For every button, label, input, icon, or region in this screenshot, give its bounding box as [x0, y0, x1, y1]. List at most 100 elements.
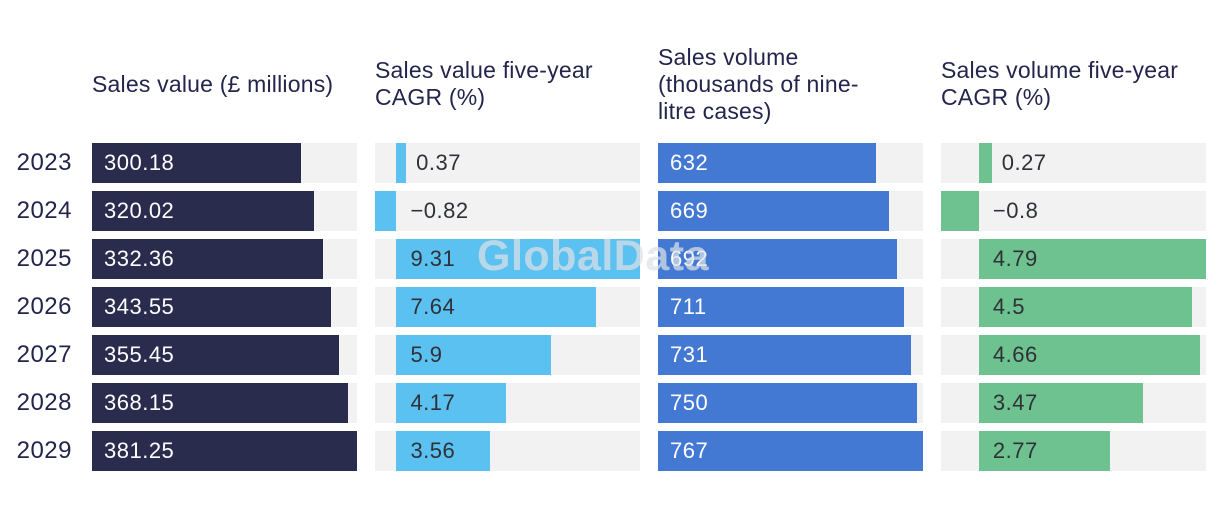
sales-value-cagr-bar: [396, 431, 490, 471]
sales-value-cagr-value-label: 0.37: [416, 150, 461, 175]
sales-volume-cagr-value-label: 4.66: [992, 342, 1038, 367]
sales-value-cagr-bar: [375, 191, 397, 231]
chart-row: 2023 300.18 0.37 632 0.27: [0, 143, 1220, 183]
sales-value-cagr-cell: −0.82: [375, 191, 640, 231]
sales-volume-cagr-value-label: 2.77: [992, 438, 1038, 463]
header-sales-volume: Sales volume (thousands of nine- litre c…: [658, 43, 859, 124]
sales-value-value-label: 381.25: [104, 438, 175, 463]
sales-volume-cagr-cell: 3.47: [941, 383, 1206, 423]
sales-volume-cagr-bar: [978, 431, 1111, 471]
year-label: 2029: [16, 437, 72, 464]
sales-volume-cagr-value-label: 3.47: [992, 390, 1038, 415]
sales-volume-cagr-cell: 0.27: [941, 143, 1206, 183]
sales-value-cagr-value-label: −0.82: [410, 198, 469, 223]
sales-volume-value-label: 750: [670, 390, 709, 415]
sales-volume-value-label: 669: [670, 198, 709, 223]
sales-volume-cagr-value-label: 4.5: [992, 294, 1026, 319]
chart-row: 2027 355.45 5.9 731 4.66: [0, 335, 1220, 375]
sales-value-cell: 332.36: [92, 239, 357, 279]
sales-value-cagr-value-label: 7.64: [410, 294, 456, 319]
sales-value-value-label: 368.15: [104, 390, 175, 415]
sales-volume-bar: [658, 431, 923, 471]
sales-value-bar: [92, 431, 357, 471]
sales-volume-cell: 711: [658, 287, 923, 327]
year-label: 2023: [16, 149, 72, 176]
sales-value-cell: 381.25: [92, 431, 357, 471]
sales-value-cagr-value-label: 9.31: [410, 246, 456, 271]
sales-value-cagr-cell: 5.9: [375, 335, 640, 375]
sales-value-cell: 300.18: [92, 143, 357, 183]
rows: 2023 300.18 0.37 632 0.27 2024 320.02 −0…: [0, 143, 1220, 471]
sales-volume-value-label: 767: [670, 438, 709, 463]
chart-row: 2026 343.55 7.64 711 4.5: [0, 287, 1220, 327]
sales-volume-cell: 669: [658, 191, 923, 231]
header-sales-value-cagr: Sales value five-year CAGR (%): [375, 57, 593, 110]
year-label: 2027: [16, 341, 72, 368]
sales-value-cagr-value-label: 4.17: [410, 390, 456, 415]
sales-value-bar: [92, 143, 301, 183]
sales-value-cagr-bar: [396, 383, 506, 423]
sales-volume-bar: [658, 239, 898, 279]
sales-value-cagr-value-label: 5.9: [410, 342, 443, 367]
sales-volume-cagr-value-label: 4.79: [992, 246, 1038, 271]
sales-volume-cagr-cell: 4.79: [941, 239, 1206, 279]
sales-volume-cell: 632: [658, 143, 923, 183]
sales-value-value-label: 300.18: [104, 150, 175, 175]
sales-volume-cagr-value-label: 0.27: [1001, 150, 1047, 175]
sales-volume-bar: [658, 383, 918, 423]
sales-volume-cell: 750: [658, 383, 923, 423]
sales-value-cagr-cell: 4.17: [375, 383, 640, 423]
column-headers: Sales value (£ millions) Sales value fiv…: [0, 34, 1220, 134]
sales-value-value-label: 343.55: [104, 294, 175, 319]
sales-volume-bar: [658, 335, 911, 375]
sales-volume-value-label: 632: [670, 150, 709, 175]
sales-volume-value-label: 711: [670, 294, 707, 319]
sales-volume-cagr-bar: [941, 191, 979, 231]
sales-value-cagr-bar: [396, 335, 551, 375]
sales-volume-cagr-bar: [978, 143, 992, 183]
sales-volume-cagr-cell: 4.66: [941, 335, 1206, 375]
sales-value-cell: 368.15: [92, 383, 357, 423]
sales-value-cagr-cell: 0.37: [375, 143, 640, 183]
sales-value-cagr-cell: 9.31: [375, 239, 640, 279]
header-sales-volume-cagr: Sales volume five-year CAGR (%): [941, 57, 1179, 110]
sales-value-value-label: 332.36: [104, 246, 175, 271]
sales-value-cagr-cell: 7.64: [375, 287, 640, 327]
sales-volume-cagr-bar: [978, 335, 1200, 375]
sales-value-cagr-cell: 3.56: [375, 431, 640, 471]
sales-volume-bar: [658, 287, 904, 327]
sales-value-cell: 355.45: [92, 335, 357, 375]
sales-value-bar: [92, 287, 331, 327]
chart-row: 2029 381.25 3.56 767 2.77: [0, 431, 1220, 471]
sales-volume-cell: 731: [658, 335, 923, 375]
year-label: 2024: [16, 197, 72, 224]
sales-value-cagr-bar: [396, 143, 407, 183]
sales-volume-cagr-bar: [978, 239, 1206, 279]
sales-volume-value-label: 731: [670, 342, 709, 367]
sales-volume-bar: [658, 191, 890, 231]
sales-volume-cell: 767: [658, 431, 923, 471]
sales-volume-cagr-bar: [978, 287, 1193, 327]
chart-row: 2025 332.36 9.31 692 4.79: [0, 239, 1220, 279]
sales-value-bar: [92, 239, 324, 279]
year-label: 2025: [16, 245, 72, 272]
chart-row: 2028 368.15 4.17 750 3.47: [0, 383, 1220, 423]
sales-volume-cagr-cell: 4.5: [941, 287, 1206, 327]
sales-value-bar: [92, 191, 315, 231]
sales-volume-cell: 692: [658, 239, 923, 279]
sales-value-cagr-bar: [396, 239, 640, 279]
sales-value-cagr-bar: [396, 287, 597, 327]
sales-value-bar: [92, 335, 340, 375]
year-label: 2028: [16, 389, 72, 416]
sales-value-cagr-value-label: 3.56: [410, 438, 456, 463]
chart-row: 2024 320.02 −0.82 669 −0.8: [0, 191, 1220, 231]
sales-value-bar: [92, 383, 348, 423]
sales-value-cell: 343.55: [92, 287, 357, 327]
sales-volume-cagr-value-label: −0.8: [992, 198, 1039, 223]
sales-volume-cagr-bar: [978, 383, 1144, 423]
sales-volume-value-label: 692: [670, 246, 709, 271]
sales-value-cell: 320.02: [92, 191, 357, 231]
year-label: 2026: [16, 293, 72, 320]
sales-volume-cagr-cell: 2.77: [941, 431, 1206, 471]
